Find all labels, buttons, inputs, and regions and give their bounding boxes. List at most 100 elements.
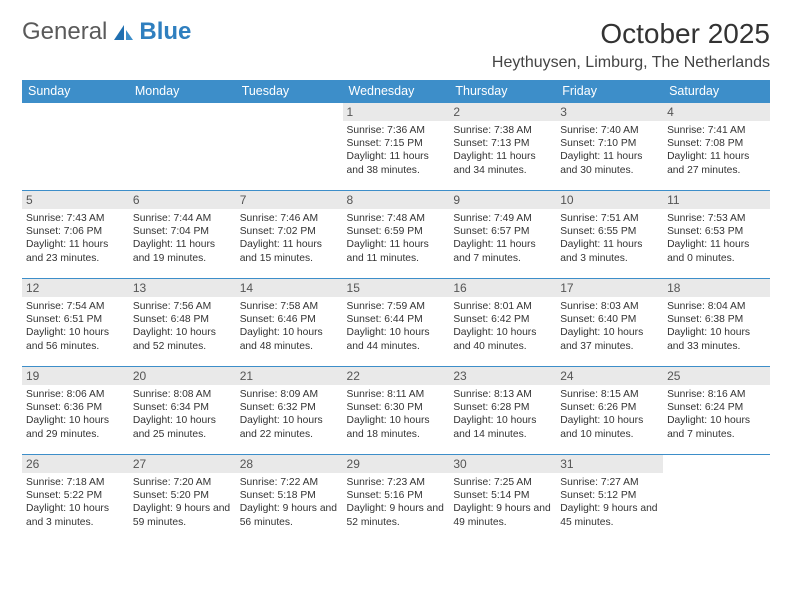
sunset-line: Sunset: 6:30 PM — [347, 401, 446, 414]
day-number: 14 — [236, 279, 343, 297]
daylight-line: Daylight: 10 hours and 44 minutes. — [347, 326, 446, 352]
sunrise-line: Sunrise: 8:06 AM — [26, 388, 125, 401]
calendar-cell: 26Sunrise: 7:18 AMSunset: 5:22 PMDayligh… — [22, 455, 129, 543]
header: General Blue October 2025 Heythuysen, Li… — [22, 18, 770, 72]
daylight-line: Daylight: 11 hours and 7 minutes. — [453, 238, 552, 264]
calendar-row: 12 Sunrise: 7:54 AMSunset: 6:51 PMDayligh… — [22, 279, 770, 367]
day-number: 25 — [663, 367, 770, 385]
daylight-line: Daylight: 11 hours and 27 minutes. — [667, 150, 766, 176]
sunset-line: Sunset: 5:18 PM — [240, 489, 339, 502]
cell-details: Sunrise: 7:51 AMSunset: 6:55 PMDaylight:… — [560, 212, 659, 265]
sunrise-line: Sunrise: 8:08 AM — [133, 388, 232, 401]
sunset-line: Sunset: 6:46 PM — [240, 313, 339, 326]
day-number: 19 — [22, 367, 129, 385]
sunrise-line: Sunrise: 8:04 AM — [667, 300, 766, 313]
daylight-line: Daylight: 10 hours and 52 minutes. — [133, 326, 232, 352]
sunset-line: Sunset: 7:15 PM — [347, 137, 446, 150]
cell-details: Sunrise: 7:38 AMSunset: 7:13 PMDaylight:… — [453, 124, 552, 177]
sunrise-line: Sunrise: 7:38 AM — [453, 124, 552, 137]
sunset-line: Sunset: 6:32 PM — [240, 401, 339, 414]
calendar-cell — [22, 103, 129, 191]
sunrise-line: Sunrise: 7:58 AM — [240, 300, 339, 313]
sunset-line: Sunset: 6:42 PM — [453, 313, 552, 326]
calendar-head: SundayMondayTuesdayWednesdayThursdayFrid… — [22, 80, 770, 103]
cell-details: Sunrise: 7:43 AMSunset: 7:06 PMDaylight:… — [26, 212, 125, 265]
sunrise-line: Sunrise: 7:25 AM — [453, 476, 552, 489]
sunset-line: Sunset: 6:51 PM — [26, 313, 125, 326]
cell-details: Sunrise: 7:36 AMSunset: 7:15 PMDaylight:… — [347, 124, 446, 177]
cell-details: Sunrise: 8:16 AMSunset: 6:24 PMDaylight:… — [667, 388, 766, 441]
sunset-line: Sunset: 5:12 PM — [560, 489, 659, 502]
calendar-cell: 13Sunrise: 7:56 AMSunset: 6:48 PMDayligh… — [129, 279, 236, 367]
cell-details: Sunrise: 7:53 AMSunset: 6:53 PMDaylight:… — [667, 212, 766, 265]
cell-details: Sunrise: 7:23 AMSunset: 5:16 PMDaylight:… — [347, 476, 446, 529]
calendar-cell: 17 Sunrise: 8:03 AMSunset: 6:40 PMDayligh… — [556, 279, 663, 367]
sunrise-line: Sunrise: 7:59 AM — [347, 300, 446, 313]
day-header: Sunday — [22, 80, 129, 103]
calendar-cell: 9Sunrise: 7:49 AMSunset: 6:57 PMDaylight… — [449, 191, 556, 279]
sunrise-line: Sunrise: 7:49 AM — [453, 212, 552, 225]
calendar-cell: 1Sunrise: 7:36 AMSunset: 7:15 PMDaylight… — [343, 103, 450, 191]
calendar-row: 1Sunrise: 7:36 AMSunset: 7:15 PMDaylight… — [22, 103, 770, 191]
sunset-line: Sunset: 5:20 PM — [133, 489, 232, 502]
calendar-table: SundayMondayTuesdayWednesdayThursdayFrid… — [22, 80, 770, 543]
cell-details: Sunrise: 7:49 AMSunset: 6:57 PMDaylight:… — [453, 212, 552, 265]
calendar-cell: 27Sunrise: 7:20 AMSunset: 5:20 PMDayligh… — [129, 455, 236, 543]
sunrise-line: Sunrise: 7:20 AM — [133, 476, 232, 489]
calendar-cell: 5 Sunrise: 7:43 AMSunset: 7:06 PMDaylight… — [22, 191, 129, 279]
day-number: 16 — [449, 279, 556, 297]
cell-details: Sunrise: 8:03 AMSunset: 6:40 PMDaylight:… — [560, 300, 659, 353]
sunset-line: Sunset: 6:24 PM — [667, 401, 766, 414]
calendar-cell — [129, 103, 236, 191]
day-number: 24 — [556, 367, 663, 385]
sunrise-line: Sunrise: 8:03 AM — [560, 300, 659, 313]
cell-details: Sunrise: 7:20 AMSunset: 5:20 PMDaylight:… — [133, 476, 232, 529]
daylight-line: Daylight: 10 hours and 14 minutes. — [453, 414, 552, 440]
day-number: 12 — [22, 279, 129, 297]
cell-details: Sunrise: 7:25 AMSunset: 5:14 PMDaylight:… — [453, 476, 552, 529]
sunset-line: Sunset: 6:59 PM — [347, 225, 446, 238]
cell-details: Sunrise: 7:41 AMSunset: 7:08 PMDaylight:… — [667, 124, 766, 177]
sunrise-line: Sunrise: 7:56 AM — [133, 300, 232, 313]
calendar-cell: 16Sunrise: 8:01 AMSunset: 6:42 PMDayligh… — [449, 279, 556, 367]
calendar-cell: 11Sunrise: 7:53 AMSunset: 6:53 PMDayligh… — [663, 191, 770, 279]
cell-details: Sunrise: 8:08 AMSunset: 6:34 PMDaylight:… — [133, 388, 232, 441]
sunset-line: Sunset: 7:13 PM — [453, 137, 552, 150]
calendar-cell: 31Sunrise: 7:27 AMSunset: 5:12 PMDayligh… — [556, 455, 663, 543]
sunset-line: Sunset: 6:36 PM — [26, 401, 125, 414]
daylight-line: Daylight: 11 hours and 3 minutes. — [560, 238, 659, 264]
sunrise-line: Sunrise: 8:01 AM — [453, 300, 552, 313]
day-number: 26 — [22, 455, 129, 473]
sunrise-line: Sunrise: 7:36 AM — [347, 124, 446, 137]
sunrise-line: Sunrise: 7:23 AM — [347, 476, 446, 489]
cell-details: Sunrise: 7:54 AMSunset: 6:51 PMDaylight:… — [26, 300, 125, 353]
day-number: 17 — [556, 279, 663, 297]
daylight-line: Daylight: 9 hours and 45 minutes. — [560, 502, 659, 528]
day-header: Tuesday — [236, 80, 343, 103]
day-number: 22 — [343, 367, 450, 385]
sunset-line: Sunset: 7:10 PM — [560, 137, 659, 150]
month-title: October 2025 — [492, 18, 770, 50]
sunrise-line: Sunrise: 7:46 AM — [240, 212, 339, 225]
calendar-body: 1Sunrise: 7:36 AMSunset: 7:15 PMDaylight… — [22, 103, 770, 543]
day-number: 13 — [129, 279, 236, 297]
day-number: 8 — [343, 191, 450, 209]
sunrise-line: Sunrise: 7:43 AM — [26, 212, 125, 225]
cell-details: Sunrise: 7:22 AMSunset: 5:18 PMDaylight:… — [240, 476, 339, 529]
sunset-line: Sunset: 6:53 PM — [667, 225, 766, 238]
calendar-cell: 29Sunrise: 7:23 AMSunset: 5:16 PMDayligh… — [343, 455, 450, 543]
calendar-cell: 6Sunrise: 7:44 AMSunset: 7:04 PMDaylight… — [129, 191, 236, 279]
day-number: 18 — [663, 279, 770, 297]
day-header: Friday — [556, 80, 663, 103]
daylight-line: Daylight: 10 hours and 56 minutes. — [26, 326, 125, 352]
calendar-row: 5 Sunrise: 7:43 AMSunset: 7:06 PMDaylight… — [22, 191, 770, 279]
cell-details: Sunrise: 7:27 AMSunset: 5:12 PMDaylight:… — [560, 476, 659, 529]
day-number: 5 — [22, 191, 129, 209]
calendar-cell: 18Sunrise: 8:04 AMSunset: 6:38 PMDayligh… — [663, 279, 770, 367]
day-header-row: SundayMondayTuesdayWednesdayThursdayFrid… — [22, 80, 770, 103]
sunset-line: Sunset: 7:08 PM — [667, 137, 766, 150]
calendar-row: 26Sunrise: 7:18 AMSunset: 5:22 PMDayligh… — [22, 455, 770, 543]
daylight-line: Daylight: 11 hours and 23 minutes. — [26, 238, 125, 264]
daylight-line: Daylight: 10 hours and 22 minutes. — [240, 414, 339, 440]
calendar-cell: 19Sunrise: 8:06 AMSunset: 6:36 PMDayligh… — [22, 367, 129, 455]
